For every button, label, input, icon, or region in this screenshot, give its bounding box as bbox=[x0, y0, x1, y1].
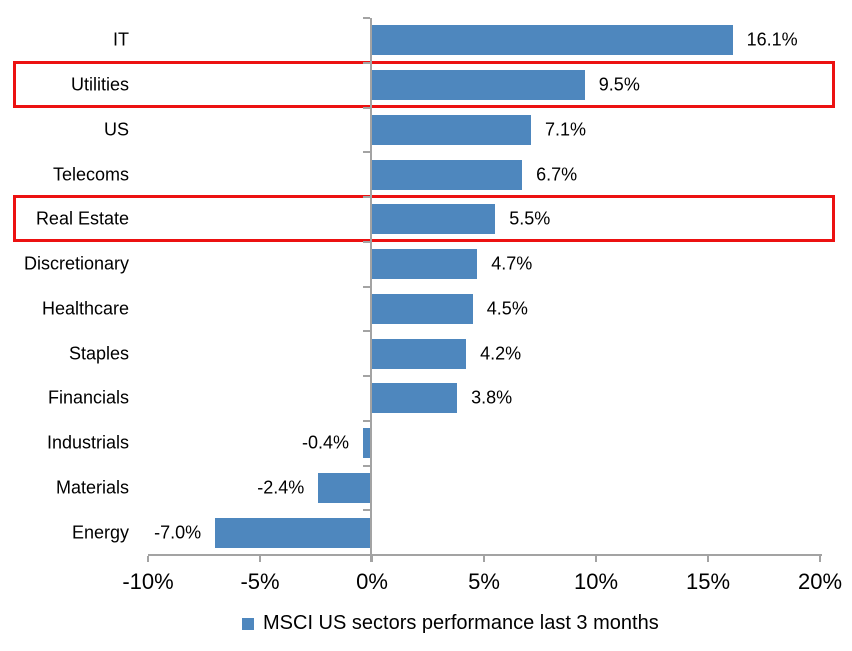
bar-it bbox=[372, 25, 733, 56]
value-label: -7.0% bbox=[154, 522, 202, 543]
bar-us bbox=[372, 114, 532, 145]
bar-materials bbox=[318, 472, 372, 503]
bar-industrials bbox=[363, 428, 372, 459]
category-axis-tick bbox=[363, 330, 370, 333]
category-label: US bbox=[103, 119, 129, 140]
bar-utilities bbox=[372, 70, 585, 101]
x-axis-tick bbox=[371, 556, 373, 562]
value-label: -2.4% bbox=[257, 477, 305, 498]
bar-energy bbox=[215, 517, 372, 548]
value-label: 7.1% bbox=[545, 119, 587, 140]
x-axis-tick bbox=[819, 556, 821, 562]
value-label: 6.7% bbox=[536, 164, 578, 185]
category-label: Telecoms bbox=[52, 164, 129, 185]
bar-healthcare bbox=[372, 293, 473, 324]
bar-telecoms bbox=[372, 159, 523, 190]
category-axis-tick bbox=[363, 196, 370, 198]
x-axis-tick-label: -5% bbox=[240, 569, 280, 594]
value-label: 3.8% bbox=[471, 387, 513, 408]
category-axis-tick bbox=[363, 151, 370, 154]
category-axis-tick bbox=[363, 17, 370, 19]
category-label: Financials bbox=[47, 387, 129, 408]
category-axis-tick bbox=[363, 419, 370, 422]
x-axis-tick bbox=[259, 556, 261, 562]
x-axis-tick bbox=[707, 556, 709, 562]
legend: MSCI US sectors performance last 3 month… bbox=[242, 611, 659, 636]
category-axis-tick bbox=[363, 106, 370, 109]
x-axis-tick-label: -10% bbox=[122, 569, 174, 594]
bar-staples bbox=[372, 338, 467, 369]
x-axis-tick-label: 0% bbox=[356, 569, 388, 594]
category-label: IT bbox=[113, 29, 129, 50]
x-axis-tick bbox=[595, 556, 597, 562]
x-axis-tick-label: 20% bbox=[797, 569, 843, 594]
x-axis-tick-label: 10% bbox=[573, 569, 619, 594]
x-axis-tick bbox=[147, 556, 149, 562]
bar-discretionary bbox=[372, 249, 478, 280]
value-label: 4.7% bbox=[491, 253, 533, 274]
x-axis-tick bbox=[483, 556, 485, 562]
category-axis-tick bbox=[363, 240, 370, 243]
category-label: Discretionary bbox=[23, 253, 129, 274]
value-label: 4.2% bbox=[480, 343, 522, 364]
y-axis-line bbox=[370, 18, 372, 562]
legend-label: MSCI US sectors performance last 3 month… bbox=[263, 612, 659, 634]
category-label: Real Estate bbox=[35, 208, 129, 229]
x-axis-line bbox=[148, 554, 822, 556]
value-label: 5.5% bbox=[509, 208, 551, 229]
category-axis-tick bbox=[363, 285, 370, 288]
value-label: 9.5% bbox=[598, 74, 640, 95]
category-label: Materials bbox=[55, 477, 129, 498]
category-label: Healthcare bbox=[41, 298, 129, 319]
value-label: 16.1% bbox=[746, 29, 798, 50]
category-label: Utilities bbox=[70, 74, 129, 95]
x-axis-tick-label: 15% bbox=[685, 569, 731, 594]
category-label: Industrials bbox=[46, 432, 129, 453]
x-axis-tick-label: 5% bbox=[468, 569, 500, 594]
category-axis-tick bbox=[363, 61, 370, 64]
value-label: 4.5% bbox=[486, 298, 528, 319]
bar-financials bbox=[372, 383, 458, 414]
category-label: Energy bbox=[71, 522, 129, 543]
category-axis-tick bbox=[363, 464, 370, 467]
bar-real-estate bbox=[372, 204, 496, 235]
category-axis-tick bbox=[363, 509, 370, 512]
category-axis-tick bbox=[363, 375, 370, 377]
category-label: Staples bbox=[68, 343, 129, 364]
value-label: -0.4% bbox=[302, 432, 350, 453]
legend-marker-icon bbox=[242, 617, 254, 630]
